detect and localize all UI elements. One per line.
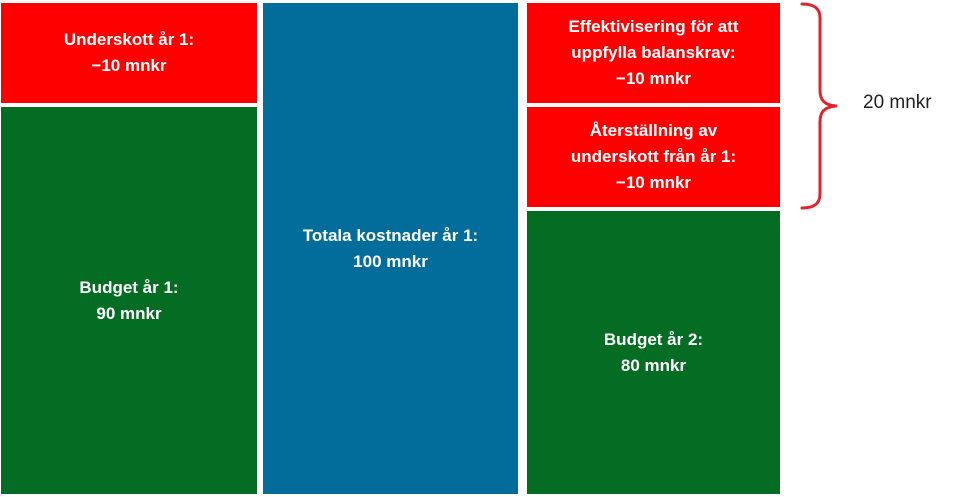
budget-year2-label: Budget år 2: 80 mnkr	[603, 329, 704, 375]
budget-year2-block: Budget år 2: 80 mnkr	[527, 211, 780, 494]
efficiency-label: Effektivisering för att uppfylla balansk…	[568, 17, 739, 88]
restoration-block: Återställning av underskott från år 1: −…	[527, 107, 780, 207]
curly-brace-icon	[800, 2, 838, 210]
restoration-label: Återställning av underskott från år 1: −…	[570, 121, 737, 192]
deficit-year1-label: Underskott år 1: −10 mnkr	[63, 30, 195, 75]
efficiency-block: Effektivisering för att uppfylla balansk…	[527, 3, 780, 103]
total-costs-year1-label: Totala kostnader år 1: 100 mnkr	[302, 225, 479, 271]
total-costs-year1-block: Totala kostnader år 1: 100 mnkr	[263, 3, 518, 494]
budget-year1-block: Budget år 1: 90 mnkr	[1, 107, 257, 494]
budget-year1-label: Budget år 1: 90 mnkr	[79, 277, 179, 323]
brace-total-label: 20 mnkr	[863, 92, 932, 113]
deficit-year1-block: Underskott år 1: −10 mnkr	[1, 3, 257, 103]
